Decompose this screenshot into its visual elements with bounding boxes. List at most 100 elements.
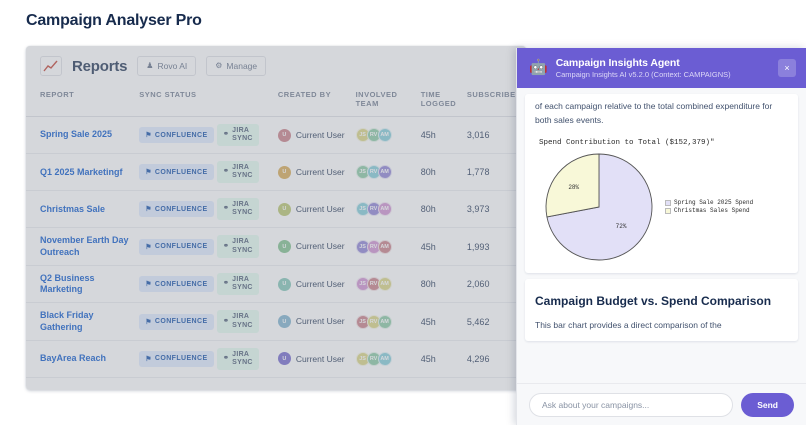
avatar[interactable]: RV: [366, 165, 381, 180]
status-badge-confluence: ⚑ CONFLUENCE: [139, 238, 214, 255]
chat-input[interactable]: [529, 392, 734, 417]
report-link[interactable]: BayArea Reach: [40, 353, 107, 364]
table-body: Spring Sale 2025 ⚑ CONFLUENCE ⚭ JIRA SYNC U Cur…: [26, 116, 526, 378]
creator-name: Current User: [295, 353, 345, 364]
report-link[interactable]: Q1 2025 Marketingf: [40, 166, 123, 177]
table-row[interactable]: Christmas Sale ⚑ CONFLUENCE ⚭ JIRA SYNC U Curre…: [26, 190, 526, 229]
report-link[interactable]: Spring Sale 2025: [40, 129, 113, 140]
created-by-cell: U Current User: [277, 277, 348, 291]
involved-team-cell: JS RV AM: [355, 277, 413, 292]
time-logged-value: 80h: [420, 167, 436, 178]
status-badge-confluence: ⚑ CONFLUENCE: [139, 201, 214, 218]
column-header-subscribers[interactable]: SUBSCRIBERS: [462, 84, 526, 117]
confluence-icon: ⚑: [145, 281, 152, 289]
involved-team-cell: JS RV AM: [355, 165, 413, 180]
avatar[interactable]: JS: [355, 202, 370, 217]
involved-team-cell: JS RV AM: [355, 314, 413, 329]
involved-team-cell: JS RV AM: [355, 202, 413, 217]
pie-slice-0: [546, 153, 653, 261]
confluence-icon: ⚑: [145, 169, 152, 177]
confluence-icon: ⚑: [145, 318, 152, 326]
status-badge-jira-sync: ⚭ JIRA SYNC: [216, 198, 259, 221]
avatar[interactable]: JS: [355, 128, 370, 143]
send-button[interactable]: Send: [741, 392, 794, 417]
avatar[interactable]: AM: [377, 165, 392, 180]
creator-name: Current User: [295, 167, 345, 178]
chat-subtitle: Campaign Insights AI v5.2.0 (Context: CA…: [555, 69, 731, 79]
avatar[interactable]: JS: [355, 239, 370, 254]
time-logged-value: 45h: [420, 241, 436, 252]
avatar[interactable]: AM: [377, 202, 392, 217]
subscribers-value: 2,060: [466, 279, 490, 290]
status-badge-confluence: ⚑ CONFLUENCE: [139, 164, 214, 181]
chat-message-chart: of each campaign relative to the total c…: [525, 94, 798, 274]
column-header-time-logged[interactable]: TIME LOGGED: [416, 84, 463, 117]
status-badge-jira-sync: ⚭ JIRA SYNC: [216, 272, 259, 296]
avatar[interactable]: AM: [377, 351, 392, 366]
avatar[interactable]: RV: [366, 314, 381, 329]
legend-label: Christmas Sales Spend: [674, 207, 750, 215]
subscribers-value: 3,973: [466, 204, 490, 215]
manage-button[interactable]: ⚙ Manage: [206, 56, 267, 76]
report-link[interactable]: Christmas Sale: [40, 203, 106, 214]
table-row[interactable]: Q2 Business Marketing ⚑ CONFLUENCE ⚭ JIRA SYN…: [26, 265, 526, 304]
link-icon: ⚭: [222, 354, 230, 362]
table-row[interactable]: BayArea Reach ⚑ CONFLUENCE ⚭ JIRA SYNC U Curren…: [26, 340, 526, 378]
table-row[interactable]: Q1 2025 Marketingf ⚑ CONFLUENCE ⚭ JIRA SYNC U C…: [26, 153, 526, 192]
avatar: U: [277, 128, 291, 142]
avatar[interactable]: AM: [377, 314, 392, 329]
table-header: REPORT SYNC STATUS CREATED BY INVOLVED T…: [26, 84, 526, 117]
legend-swatch: [665, 199, 671, 206]
link-icon: ⚭: [222, 168, 230, 176]
involved-team-cell: JS RV AM: [355, 239, 413, 254]
time-logged-value: 45h: [420, 353, 436, 364]
reports-card: Reports ♟ Rovo AI ⚙ Manage REPORT SYNC S…: [26, 46, 526, 390]
avatar[interactable]: AM: [377, 277, 392, 292]
creator-name: Current User: [295, 241, 345, 252]
pie-slice-1: [545, 153, 600, 218]
subscribers-value: 1,778: [466, 167, 490, 178]
page-title: Campaign Analyser Pro: [26, 12, 202, 29]
report-link[interactable]: Q2 Business Marketing: [40, 272, 95, 295]
column-header-sync-status[interactable]: SYNC STATUS: [135, 84, 213, 117]
created-by-cell: U Current User: [277, 352, 348, 366]
table-row[interactable]: November Earth Day Outreach ⚑ CONFLUENCE ⚭ J…: [26, 227, 526, 266]
rovo-ai-button[interactable]: ♟ Rovo AI: [137, 56, 197, 76]
column-header-created-by[interactable]: CREATED BY: [273, 84, 352, 117]
column-header-report[interactable]: REPORT: [26, 84, 136, 117]
avatar[interactable]: AM: [377, 128, 392, 143]
table-row[interactable]: Spring Sale 2025 ⚑ CONFLUENCE ⚭ JIRA SYNC U Cur…: [26, 116, 526, 155]
pie-chart: 72% 28%: [541, 149, 657, 265]
rovo-icon: ♟: [146, 61, 154, 70]
column-header-involved-team[interactable]: INVOLVED TEAM: [351, 84, 417, 117]
campaign-insights-agent-panel: 🤖 Campaign Insights Agent Campaign Insig…: [516, 48, 806, 425]
legend-item: Christmas Sales Spend: [665, 207, 753, 214]
avatar: U: [277, 165, 291, 179]
chat-message-list[interactable]: of each campaign relative to the total c…: [517, 88, 806, 383]
spend-contribution-chart: Spend Contribution to Total ($152,379)" …: [535, 139, 788, 265]
legend-label: Spring Sale 2025 Spend: [674, 199, 754, 207]
pie-slice-label-0: 72%: [615, 222, 627, 230]
chat-message-next: Campaign Budget vs. Spend Comparison Thi…: [525, 279, 798, 341]
confluence-icon: ⚑: [145, 132, 152, 140]
chart-title: Spend Contribution to Total ($152,379)": [539, 139, 715, 148]
avatar[interactable]: AM: [377, 239, 392, 254]
subscribers-value: 3,016: [466, 130, 490, 141]
status-badge-confluence: ⚑ CONFLUENCE: [139, 127, 214, 144]
table-row[interactable]: Black Friday Gathering ⚑ CONFLUENCE ⚭ JIRA SY…: [26, 302, 526, 341]
creator-name: Current User: [295, 316, 345, 327]
status-badge-jira-sync: ⚭ JIRA SYNC: [216, 347, 259, 370]
status-badge-confluence: ⚑ CONFLUENCE: [139, 350, 214, 367]
status-badge-jira-sync: ⚭ JIRA SYNC: [216, 235, 259, 258]
status-badge-jira-sync: ⚭ JIRA SYNC: [216, 161, 259, 184]
report-link[interactable]: November Earth Day Outreach: [40, 235, 129, 257]
confluence-icon: ⚑: [145, 206, 152, 214]
report-link[interactable]: Black Friday Gathering: [40, 310, 94, 332]
column-header-sync-extra: [212, 84, 274, 117]
chat-input-bar: Send: [517, 383, 806, 425]
close-icon[interactable]: ×: [778, 58, 796, 77]
avatar: U: [277, 240, 291, 254]
subscribers-value: 5,462: [466, 316, 490, 327]
time-logged-value: 45h: [420, 316, 436, 327]
